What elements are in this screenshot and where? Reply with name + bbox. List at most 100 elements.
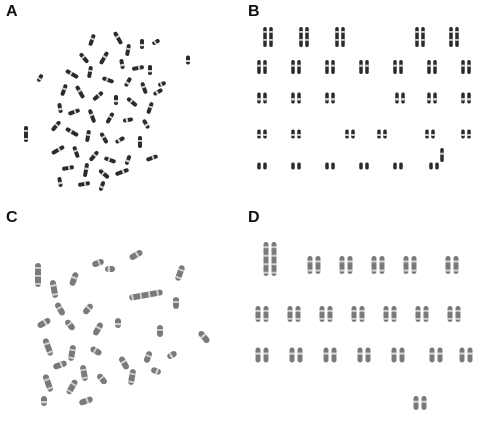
chromosome <box>124 77 132 87</box>
chromosome <box>453 256 459 274</box>
chromosome <box>315 256 321 274</box>
metaphase-spread-c <box>35 250 210 406</box>
chromosome <box>263 162 267 170</box>
chromosome <box>297 347 303 363</box>
chromosome <box>371 256 377 274</box>
chromosome <box>152 39 160 45</box>
chromosome <box>105 266 115 272</box>
chromosome <box>41 396 47 406</box>
chromosome <box>255 306 261 322</box>
chromosome <box>423 306 429 322</box>
chromosome <box>331 347 337 363</box>
chromosome <box>431 129 435 139</box>
chromosome <box>455 27 459 47</box>
chromosome <box>325 92 329 104</box>
chromosome <box>42 338 54 356</box>
chromosome <box>78 181 90 187</box>
panel-c-label: C <box>6 209 18 226</box>
chromosome <box>365 347 371 363</box>
chromosome <box>158 81 166 87</box>
chromosome <box>291 162 295 170</box>
chromosome <box>51 120 61 132</box>
chromosome <box>421 27 425 47</box>
metaphase-spread-a <box>24 31 190 191</box>
karyotype-b <box>257 27 471 170</box>
chromosome <box>447 306 453 322</box>
chromosome <box>319 306 325 322</box>
chromosome <box>399 162 403 170</box>
panel-b: B <box>240 0 482 200</box>
chromosome <box>115 168 129 176</box>
panel-d: D <box>240 205 482 429</box>
chromosome <box>435 162 439 170</box>
chromosome <box>393 60 397 74</box>
chromosome <box>119 356 129 370</box>
chromosome <box>140 39 144 49</box>
chromosome <box>98 169 110 179</box>
chromosome <box>153 88 163 96</box>
chromosome <box>125 44 131 56</box>
chromosome <box>263 129 267 139</box>
chromosome <box>104 156 116 164</box>
chromosome <box>80 365 88 381</box>
chromosome <box>359 60 363 74</box>
chromosome <box>377 129 381 139</box>
chromosome <box>331 162 335 170</box>
chromosome <box>287 306 293 322</box>
chromosome <box>83 163 89 177</box>
chromosome <box>445 256 451 274</box>
chromosome <box>455 306 461 322</box>
chromosome <box>146 102 154 114</box>
chromosome <box>357 347 363 363</box>
chromosome <box>429 347 435 363</box>
chromosome <box>297 92 301 104</box>
chromosome <box>65 69 79 79</box>
chromosome <box>467 60 471 74</box>
chromosome <box>295 306 301 322</box>
chromosome <box>167 351 177 359</box>
chromosome <box>123 117 133 123</box>
chromosome <box>359 306 365 322</box>
chromosome <box>411 256 417 274</box>
chromosome <box>467 347 473 363</box>
chromosome <box>291 92 295 104</box>
chromosome <box>459 347 465 363</box>
chromosome <box>347 256 353 274</box>
chromosome <box>399 347 405 363</box>
chromosome <box>437 347 443 363</box>
chromosome <box>440 148 444 162</box>
chromosome <box>427 92 431 104</box>
chromosome <box>429 162 433 170</box>
chromosome <box>325 60 329 74</box>
chromosome <box>383 129 387 139</box>
chromosome <box>297 60 301 74</box>
chromosome <box>345 129 349 139</box>
chromosome <box>92 258 104 268</box>
chromosome <box>289 347 295 363</box>
chromosome <box>307 256 313 274</box>
chromosome <box>257 162 261 170</box>
chromosome <box>271 242 277 276</box>
chromosome <box>42 374 54 392</box>
chromosome <box>359 162 363 170</box>
chromosome <box>291 129 295 139</box>
chromosome <box>291 60 295 74</box>
chromosome <box>69 272 79 286</box>
chromosome <box>325 162 329 170</box>
chromosome <box>401 92 405 104</box>
chromosome <box>173 297 179 309</box>
chromosome <box>263 60 267 74</box>
chromosome <box>124 155 132 165</box>
chromosome <box>66 379 78 395</box>
panel-b-label: B <box>248 3 260 20</box>
chromosome <box>115 318 121 328</box>
chromosome <box>186 55 190 65</box>
chromosome <box>351 129 355 139</box>
chromosome <box>335 27 339 47</box>
chromosome <box>89 150 99 162</box>
chromosome <box>140 82 148 94</box>
chromosome <box>175 265 185 281</box>
chromosome <box>391 347 397 363</box>
chromosome <box>341 27 345 47</box>
chromosome <box>75 85 85 99</box>
